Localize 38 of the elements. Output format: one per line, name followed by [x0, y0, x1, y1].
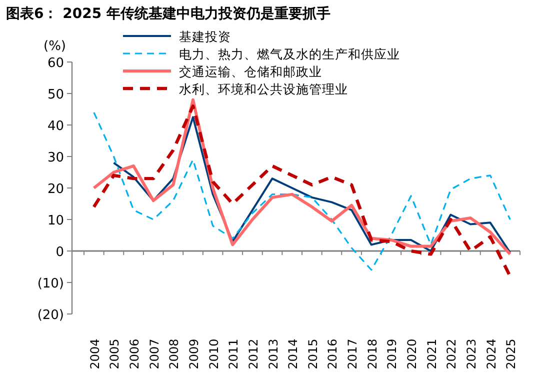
legend-label: 电力、热力、燃气及水的生产和供应业 [179, 46, 400, 62]
x-tick-label: 2009 [187, 338, 201, 370]
x-tick-label: 2014 [286, 338, 300, 370]
x-tick-label: 2019 [385, 338, 400, 370]
y-tick-label: 20 [47, 182, 64, 197]
y-axis-title: (%) [44, 39, 66, 54]
x-tick-label: 2015 [306, 338, 320, 370]
x-tick-label: 2016 [326, 338, 340, 370]
legend-label: 水利、环境和公共设施管理业 [179, 82, 348, 96]
x-tick-label: 2007 [147, 338, 162, 370]
x-tick-label: 2013 [266, 338, 280, 370]
x-tick-label: 2021 [424, 338, 439, 370]
x-tick-label: 2011 [226, 338, 241, 370]
y-tick-label: 60 [47, 56, 64, 71]
x-tick-label: 2005 [108, 338, 122, 370]
y-tick-label: 50 [47, 88, 64, 102]
x-tick-label: 2004 [88, 338, 102, 370]
legend-label: 基建投资 [179, 29, 231, 44]
x-tick-label: 2010 [206, 338, 221, 370]
y-tick-label: 0 [56, 245, 64, 260]
x-tick-label: 2012 [246, 338, 260, 370]
x-tick-label: 2017 [346, 338, 360, 370]
line-series [112, 116, 512, 254]
x-tick-label: 2024 [484, 338, 498, 370]
x-tick-label: 2022 [444, 338, 459, 370]
x-tick-label: 2025 [504, 338, 518, 370]
x-tick-label: 2008 [167, 338, 182, 370]
x-tick-label: 2020 [405, 338, 419, 370]
x-tick-label: 2018 [365, 338, 380, 370]
x-tick-label: 2023 [464, 338, 478, 370]
x-tick-label: 2006 [128, 338, 142, 370]
y-tick-label: 40 [47, 119, 64, 134]
y-tick-label: 10 [47, 214, 64, 228]
y-tick-label: (20) [37, 308, 64, 323]
y-tick-label: 30 [47, 150, 64, 166]
legend-label: 交通运输、仓储和邮政业 [179, 64, 322, 79]
chart-title: 图表6： 2025 年传统基建中电力投资仍是重要抓手 [6, 5, 330, 22]
y-tick-label: (10) [37, 276, 64, 292]
